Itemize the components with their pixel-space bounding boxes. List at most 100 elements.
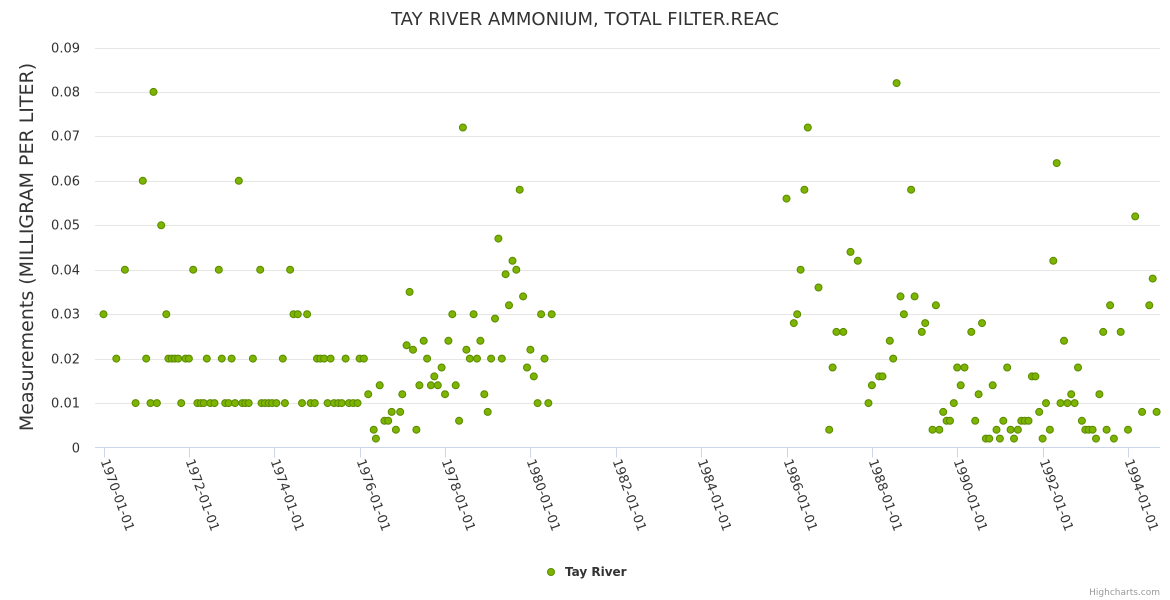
data-point[interactable] bbox=[480, 390, 489, 399]
data-point[interactable] bbox=[1106, 301, 1115, 310]
data-point[interactable] bbox=[995, 434, 1004, 443]
scatter-series-tay-river[interactable] bbox=[99, 79, 1161, 443]
data-point[interactable] bbox=[423, 354, 432, 363]
data-point[interactable] bbox=[999, 416, 1008, 425]
data-point[interactable] bbox=[131, 399, 140, 408]
data-point[interactable] bbox=[889, 354, 898, 363]
data-point[interactable] bbox=[444, 336, 453, 345]
data-point[interactable] bbox=[501, 270, 510, 279]
data-point[interactable] bbox=[985, 434, 994, 443]
data-point[interactable] bbox=[537, 310, 546, 319]
data-point[interactable] bbox=[803, 123, 812, 132]
data-point[interactable] bbox=[988, 381, 997, 390]
data-point[interactable] bbox=[99, 310, 108, 319]
data-point[interactable] bbox=[174, 354, 183, 363]
data-point[interactable] bbox=[341, 354, 350, 363]
data-point[interactable] bbox=[469, 310, 478, 319]
data-point[interactable] bbox=[910, 292, 919, 301]
data-point[interactable] bbox=[789, 319, 798, 328]
data-point[interactable] bbox=[1063, 399, 1072, 408]
data-point[interactable] bbox=[433, 381, 442, 390]
legend-marker-tay-river[interactable] bbox=[547, 568, 555, 576]
data-point[interactable] bbox=[907, 185, 916, 194]
credits-link[interactable]: Highcharts.com bbox=[1089, 588, 1160, 598]
data-point[interactable] bbox=[189, 265, 198, 274]
data-point[interactable] bbox=[465, 354, 474, 363]
data-point[interactable] bbox=[409, 345, 417, 354]
data-point[interactable] bbox=[419, 336, 428, 345]
data-point[interactable] bbox=[337, 399, 346, 408]
data-point[interactable] bbox=[112, 354, 121, 363]
data-point[interactable] bbox=[286, 265, 295, 274]
data-point[interactable] bbox=[974, 390, 983, 399]
data-point[interactable] bbox=[1099, 327, 1108, 336]
data-point[interactable] bbox=[992, 425, 1001, 434]
data-point[interactable] bbox=[793, 310, 802, 319]
data-point[interactable] bbox=[878, 372, 887, 381]
data-point[interactable] bbox=[1148, 274, 1157, 283]
data-point[interactable] bbox=[227, 354, 236, 363]
data-point[interactable] bbox=[956, 381, 965, 390]
data-point[interactable] bbox=[931, 301, 940, 310]
data-point[interactable] bbox=[935, 425, 944, 434]
data-point[interactable] bbox=[519, 292, 528, 301]
data-point[interactable] bbox=[234, 176, 243, 185]
data-point[interactable] bbox=[917, 327, 926, 336]
data-point[interactable] bbox=[303, 310, 312, 319]
data-point[interactable] bbox=[960, 363, 969, 372]
data-point[interactable] bbox=[1102, 425, 1111, 434]
data-point[interactable] bbox=[244, 399, 253, 408]
data-point[interactable] bbox=[494, 234, 503, 243]
data-point[interactable] bbox=[1116, 327, 1125, 336]
data-point[interactable] bbox=[1038, 434, 1047, 443]
data-point[interactable] bbox=[814, 283, 823, 292]
data-point[interactable] bbox=[533, 399, 542, 408]
data-point[interactable] bbox=[248, 354, 257, 363]
data-point[interactable] bbox=[508, 256, 517, 265]
data-point[interactable] bbox=[540, 354, 549, 363]
data-point[interactable] bbox=[437, 363, 446, 372]
data-point[interactable] bbox=[202, 354, 211, 363]
data-point[interactable] bbox=[1131, 212, 1140, 221]
data-point[interactable] bbox=[1010, 434, 1018, 443]
data-point[interactable] bbox=[1013, 425, 1022, 434]
data-point[interactable] bbox=[487, 354, 496, 363]
data-point[interactable] bbox=[526, 345, 535, 354]
data-point[interactable] bbox=[152, 399, 161, 408]
data-point[interactable] bbox=[921, 319, 930, 328]
data-point[interactable] bbox=[864, 399, 873, 408]
data-point[interactable] bbox=[967, 327, 976, 336]
data-point[interactable] bbox=[1024, 416, 1033, 425]
data-point[interactable] bbox=[298, 399, 306, 408]
data-point[interactable] bbox=[371, 434, 380, 443]
data-point[interactable] bbox=[326, 354, 335, 363]
data-point[interactable] bbox=[1060, 336, 1068, 345]
data-point[interactable] bbox=[512, 265, 521, 274]
data-point[interactable] bbox=[1074, 363, 1082, 372]
data-point[interactable] bbox=[1152, 407, 1161, 416]
data-point[interactable] bbox=[364, 390, 373, 399]
data-point[interactable] bbox=[177, 399, 186, 408]
data-point[interactable] bbox=[353, 399, 362, 408]
data-point[interactable] bbox=[455, 416, 464, 425]
data-point[interactable] bbox=[375, 381, 384, 390]
data-point[interactable] bbox=[867, 381, 876, 390]
data-point[interactable] bbox=[426, 381, 435, 390]
data-point[interactable] bbox=[896, 292, 905, 301]
data-point[interactable] bbox=[523, 363, 531, 372]
legend-label-tay-river[interactable]: Tay River bbox=[565, 565, 627, 579]
data-point[interactable] bbox=[217, 354, 226, 363]
data-point[interactable] bbox=[199, 399, 208, 408]
data-point[interactable] bbox=[1092, 434, 1100, 443]
data-point[interactable] bbox=[441, 390, 449, 399]
data-point[interactable] bbox=[402, 341, 411, 350]
data-point[interactable] bbox=[1042, 399, 1050, 408]
data-point[interactable] bbox=[949, 399, 958, 408]
data-point[interactable] bbox=[899, 310, 908, 319]
data-point[interactable] bbox=[832, 327, 841, 336]
data-point[interactable] bbox=[544, 399, 553, 408]
data-point[interactable] bbox=[1035, 407, 1044, 416]
data-point[interactable] bbox=[149, 87, 158, 96]
data-point[interactable] bbox=[398, 390, 407, 399]
data-point[interactable] bbox=[853, 256, 862, 265]
